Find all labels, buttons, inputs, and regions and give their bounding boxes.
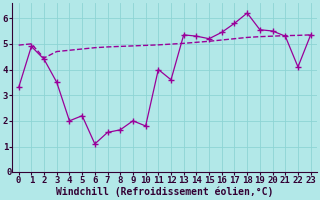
X-axis label: Windchill (Refroidissement éolien,°C): Windchill (Refroidissement éolien,°C) [56,187,273,197]
Text: 0: 0 [7,168,12,177]
